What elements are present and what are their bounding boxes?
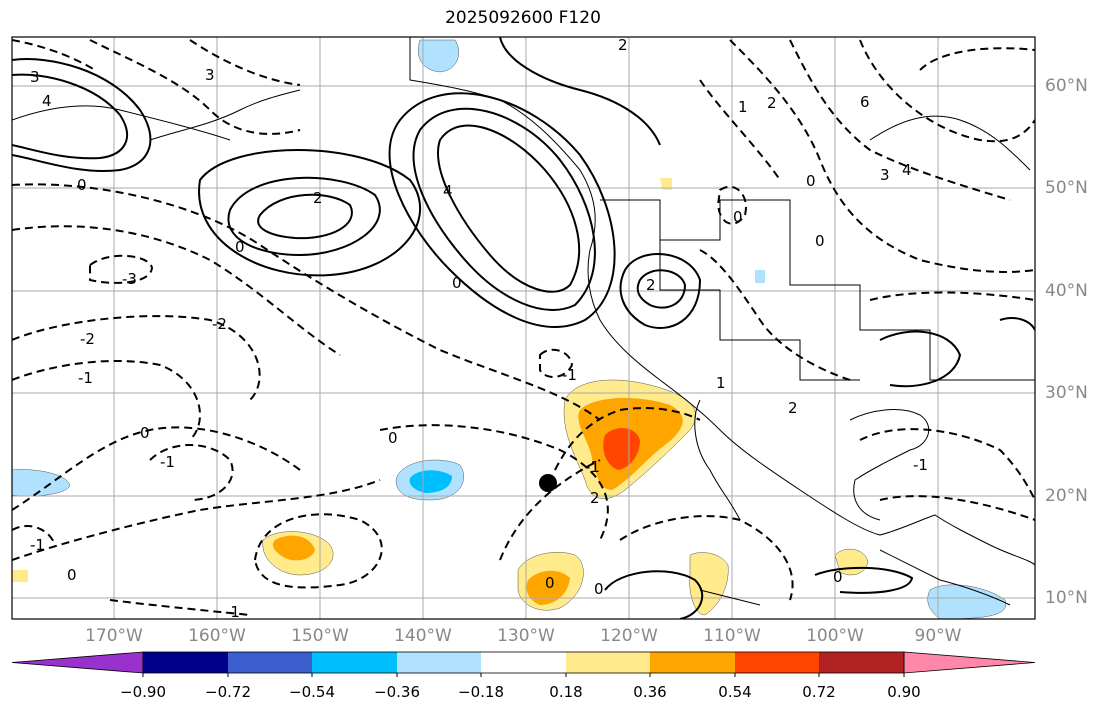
contour-label: 0 <box>833 568 843 586</box>
colorbar-extend-low <box>11 651 144 674</box>
contour-label: 0 <box>140 424 150 442</box>
colorbar-segment <box>312 652 397 673</box>
contour-label: 0 <box>806 172 816 190</box>
colorbar-segment <box>397 652 481 673</box>
contour-label: 0 <box>545 574 555 592</box>
lon-label: 170°W <box>85 626 143 646</box>
contour-label: 2 <box>618 36 628 54</box>
colorbar-tick: −0.54 <box>289 683 335 701</box>
colorbar-segment <box>819 652 904 673</box>
lon-label: 120°W <box>600 626 658 646</box>
contour-label: 4 <box>42 92 52 110</box>
colorbar-tick: 0.54 <box>718 683 752 701</box>
lat-label: 40°N <box>1045 281 1088 301</box>
lat-label: 30°N <box>1045 383 1088 403</box>
colorbar-tick: −0.18 <box>458 683 504 701</box>
contour-label-group: 2 2 4 2 3 4 3 0 0 -3 -2 -2 -1 0 0 0 -1 0… <box>30 36 928 621</box>
coastlines <box>12 37 1035 606</box>
lon-label: 90°W <box>914 626 962 646</box>
contour-label: -3 <box>122 270 137 288</box>
map-frame <box>11 36 1036 620</box>
contour-label: 4 <box>443 182 453 200</box>
colorbar-extend-high <box>903 651 1036 674</box>
map-title: 2025092600 F120 <box>445 8 601 28</box>
colorbar-segment <box>566 652 650 673</box>
contour-label: 0 <box>594 580 604 598</box>
contour-label: -1 <box>585 458 600 476</box>
contour-label: 3 <box>30 68 40 86</box>
lat-label: 50°N <box>1045 178 1088 198</box>
lon-label: 150°W <box>291 626 349 646</box>
contour-label: 6 <box>860 93 870 111</box>
contour-label: -1 <box>30 536 45 554</box>
lat-label: 20°N <box>1045 486 1088 506</box>
contour-label: 0 <box>77 176 87 194</box>
contour-label: -1 <box>78 369 93 387</box>
contour-label: -1 <box>160 453 175 471</box>
contour-label: -2 <box>212 315 227 333</box>
shaded-anomalies <box>12 39 1006 619</box>
colorbar-tick: −0.72 <box>205 683 251 701</box>
colorbar-segment <box>650 652 735 673</box>
map-background <box>12 37 1035 619</box>
positive-contours <box>12 37 1035 619</box>
contour-label: 0 <box>452 274 462 292</box>
contour-label: -1 <box>913 456 928 474</box>
lon-label: 130°W <box>497 626 555 646</box>
colorbar-segment <box>228 652 312 673</box>
contour-label: 2 <box>313 189 323 207</box>
contour-label: 2 <box>646 276 656 294</box>
contour-label: 3 <box>880 166 890 184</box>
lat-label: 10°N <box>1045 588 1088 608</box>
contour-label: 0 <box>733 208 743 226</box>
contour-label: -2 <box>80 330 95 348</box>
contour-label: 4 <box>902 161 912 179</box>
colorbar-tick: 0.90 <box>887 683 921 701</box>
colorbar-tick: 0.18 <box>549 683 583 701</box>
colorbar-tick: −0.90 <box>120 683 166 701</box>
contour-label: 2 <box>788 399 798 417</box>
colorbar-segments <box>11 651 1036 677</box>
contour-label: 3 <box>205 66 215 84</box>
contour-label: 0 <box>67 566 77 584</box>
lon-label: 140°W <box>394 626 452 646</box>
contour-label: 2 <box>767 94 777 112</box>
contour-label: 2 <box>590 489 600 507</box>
dashed-contours <box>12 39 1035 616</box>
colorbar-tick: 0.36 <box>633 683 667 701</box>
lat-label: 60°N <box>1045 76 1088 96</box>
storm-center-marker <box>539 474 557 492</box>
colorbar-tick: 0.72 <box>802 683 836 701</box>
contour-label: 0 <box>815 232 825 250</box>
colorbar-segment <box>735 652 819 673</box>
contour-label: -1 <box>562 366 577 384</box>
contour-label: 1 <box>738 98 748 116</box>
contour-label: -1 <box>225 603 240 621</box>
colorbar-segment <box>143 652 228 673</box>
contour-label: 0 <box>235 238 245 256</box>
lon-label: 110°W <box>703 626 761 646</box>
graticule <box>12 37 1035 619</box>
colorbar-tick: −0.36 <box>374 683 420 701</box>
colorbar-frame <box>142 651 905 674</box>
lon-label: 100°W <box>806 626 864 646</box>
lon-label: 160°W <box>188 626 246 646</box>
contour-label: 1 <box>716 374 726 392</box>
contour-label: 0 <box>388 429 398 447</box>
colorbar-segment <box>481 652 566 673</box>
